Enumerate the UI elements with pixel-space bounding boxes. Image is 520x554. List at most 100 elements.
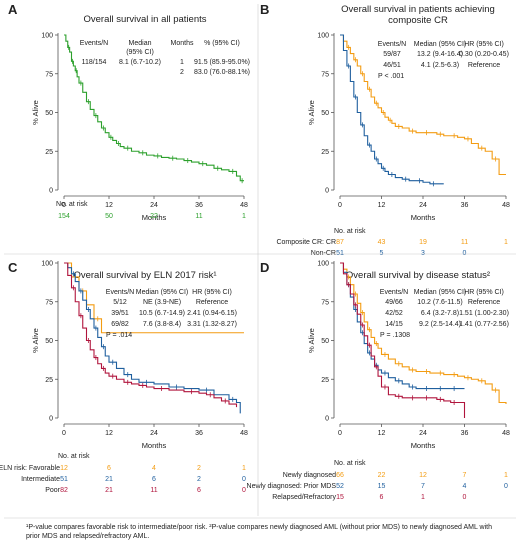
risk-count: 66 — [336, 472, 344, 479]
x-tick-label: 24 — [150, 430, 158, 437]
table-cell: 91.5 (85.9-95.0%) — [194, 59, 250, 66]
km-curve-C-1 — [64, 262, 241, 414]
risk-count: 15 — [378, 483, 386, 490]
risk-count: 6 — [197, 487, 201, 494]
x-tick-label: 36 — [195, 202, 203, 209]
table-cell: 49/66 — [385, 299, 403, 306]
table-cell: 39/51 — [111, 310, 129, 317]
table-cell: 5/12 — [113, 299, 127, 306]
y-tick-label: 50 — [45, 338, 53, 345]
panel-title-B: composite CR — [388, 15, 448, 26]
table-cell: 1.51 (1.00-2.30) — [459, 310, 509, 317]
table-header: Median — [129, 40, 152, 47]
risk-count: 1 — [242, 213, 246, 220]
table-cell: 4.1 (2.5-6.3) — [421, 62, 459, 69]
risk-count: 6 — [380, 494, 384, 501]
y-tick-label: 25 — [45, 377, 53, 384]
risk-table-title: No. at risk — [334, 460, 366, 467]
risk-count: 0 — [463, 494, 467, 501]
table-header: Median (95% CI) — [136, 289, 189, 296]
y-tick-label: 75 — [45, 71, 53, 78]
table-header: Events/N — [380, 289, 408, 296]
x-tick-label: 0 — [338, 202, 342, 209]
x-tick-label: 0 — [62, 430, 66, 437]
risk-count: 43 — [378, 239, 386, 246]
x-axis-label: Months — [142, 213, 167, 222]
y-tick-label: 25 — [45, 149, 53, 156]
table-cell: 10.2 (7.6-11.5) — [417, 299, 462, 306]
risk-count: 12 — [419, 472, 427, 479]
table-header: Events/N — [106, 289, 134, 296]
x-tick-label: 0 — [62, 202, 66, 209]
risk-count: 0 — [463, 250, 467, 257]
risk-count: 1 — [421, 494, 425, 501]
x-tick-label: 0 — [338, 430, 342, 437]
y-axis-label: % Alive — [31, 100, 40, 125]
risk-count: 154 — [58, 213, 70, 220]
risk-count: 51 — [336, 250, 344, 257]
risk-count: 3 — [421, 250, 425, 257]
risk-row-label: Newly diagnosed: Prior MDS — [247, 483, 337, 490]
x-tick-label: 48 — [240, 430, 248, 437]
y-tick-label: 75 — [321, 71, 329, 78]
risk-count: 1 — [504, 239, 508, 246]
risk-count: 50 — [105, 213, 113, 220]
table-header: HR (95% CI) — [192, 289, 232, 296]
km-curve-D-0 — [340, 262, 507, 405]
x-tick-label: 12 — [105, 202, 113, 209]
y-tick-label: 50 — [45, 110, 53, 117]
risk-count: 11 — [461, 239, 468, 246]
table-cell: 42/52 — [385, 310, 403, 317]
km-curve-B-0 — [340, 34, 506, 176]
x-tick-label: 24 — [419, 430, 427, 437]
risk-count: 1 — [504, 472, 508, 479]
x-axis-label: Months — [411, 441, 436, 450]
y-axis-label: % Alive — [307, 100, 316, 125]
risk-count: 0 — [242, 487, 246, 494]
risk-row-label: Poor — [45, 487, 60, 494]
km-curve-D-2 — [340, 262, 466, 418]
table-header: (95% CI) — [126, 49, 154, 56]
table-cell: 83.0 (76.0-88.1%) — [194, 69, 250, 76]
risk-row-label: Relapsed/Refractory — [272, 494, 336, 501]
x-axis-label: Months — [142, 441, 167, 450]
y-tick-label: 25 — [321, 377, 329, 384]
table-cell: Reference — [468, 62, 500, 69]
table-cell: 3.31 (1.32-8.27) — [187, 321, 237, 328]
panel-letter-B: B — [260, 2, 269, 17]
table-cell: 59/87 — [383, 51, 401, 58]
table-header: Events/N — [378, 41, 406, 48]
y-tick-label: 50 — [321, 338, 329, 345]
risk-row-label: ELN risk: Favorable — [0, 465, 60, 472]
risk-count: 21 — [105, 476, 113, 483]
km-curve-A-0 — [64, 34, 244, 182]
table-cell: 8.1 (6.7-10.2) — [119, 59, 161, 66]
risk-count: 51 — [60, 476, 68, 483]
x-tick-label: 24 — [419, 202, 427, 209]
risk-table-title: No. at risk — [58, 453, 90, 460]
risk-count: 82 — [60, 487, 68, 494]
risk-count: 2 — [197, 465, 201, 472]
risk-count: 21 — [105, 487, 113, 494]
x-tick-label: 24 — [150, 202, 158, 209]
table-cell: 69/82 — [111, 321, 129, 328]
km-curve-C-0 — [64, 262, 244, 334]
table-header: HR (95% CI) — [464, 41, 504, 48]
table-cell: 2.41 (0.94-6.15) — [187, 310, 237, 317]
x-tick-label: 36 — [461, 430, 469, 437]
risk-count: 15 — [336, 494, 344, 501]
panel-title-D: Overall survival by disease status² — [346, 270, 490, 281]
risk-row-label: Intermediate — [21, 476, 60, 483]
risk-count: 2 — [197, 476, 201, 483]
y-axis-label: % Alive — [31, 328, 40, 353]
risk-count: 0 — [504, 483, 508, 490]
table-cell: 2 — [180, 69, 184, 76]
y-tick-label: 100 — [317, 33, 329, 40]
y-tick-label: 0 — [49, 188, 53, 195]
panel-letter-A: A — [8, 2, 18, 17]
y-tick-label: 100 — [317, 261, 329, 268]
p-value: P = .1308 — [380, 332, 410, 339]
y-tick-label: 100 — [41, 33, 53, 40]
risk-count: 87 — [336, 239, 344, 246]
